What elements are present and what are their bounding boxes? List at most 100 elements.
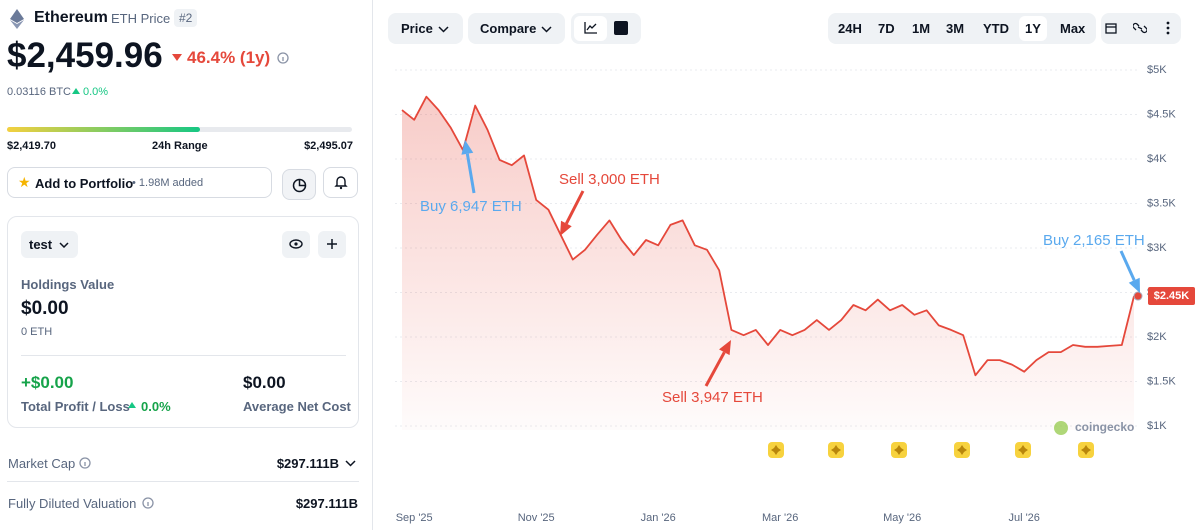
plus-icon — [327, 239, 337, 249]
tool-group — [1101, 13, 1181, 44]
watermark-logo — [1054, 421, 1068, 435]
up-triangle — [128, 402, 136, 408]
y-tick-label: $5K — [1147, 64, 1167, 76]
y-tick-label: $1.5K — [1147, 375, 1176, 387]
bell-icon — [334, 176, 348, 190]
compare-tab[interactable]: Compare — [468, 13, 565, 44]
range-button[interactable]: 24H — [838, 21, 862, 36]
price-tab-label: Price — [401, 21, 433, 36]
calendar-icon[interactable] — [1105, 22, 1117, 34]
annotation: Buy 6,947 ETH — [420, 198, 522, 215]
stat-value: $297.111B — [295, 496, 358, 511]
price-line — [401, 95, 1135, 377]
profit-value: +$0.00 — [21, 373, 74, 392]
range-label: 24h Range — [152, 140, 208, 152]
holdings-value: $0.00 — [21, 298, 69, 319]
compare-tab-label: Compare — [480, 21, 537, 36]
chevron-icon[interactable] — [345, 460, 356, 467]
coin-symbol: ETH Price — [111, 11, 171, 26]
link-icon[interactable] — [1133, 22, 1147, 34]
eye-icon — [289, 239, 303, 249]
portfolio-select[interactable]: test — [21, 231, 78, 258]
eye-button[interactable] — [282, 231, 310, 258]
x-tick-label: Jul '26 — [1008, 512, 1039, 524]
range-low: $2,419.70 — [7, 140, 56, 152]
y-tick-label: $4K — [1147, 153, 1167, 165]
up-triangle — [72, 88, 80, 94]
annotation-arrow — [465, 153, 476, 194]
annotation-arrow — [1119, 250, 1136, 281]
btc-price: 0.03116 BTC — [7, 86, 72, 98]
info-icon[interactable] — [142, 497, 154, 509]
range-button[interactable]: 1Y — [1019, 16, 1047, 41]
tradingview-button[interactable] — [614, 21, 628, 35]
annotation-arrowhead — [560, 220, 572, 236]
x-tick-label: Nov '25 — [518, 512, 555, 524]
portfolio-name: test — [29, 237, 53, 252]
coin-rank: #2 — [174, 9, 198, 27]
add-portfolio-label: Add to Portfolio — [35, 176, 134, 191]
y-tick-label: $4.5K — [1147, 108, 1176, 120]
event-icon-star — [831, 445, 841, 455]
add-portfolio-count: • 1.98M added — [132, 177, 204, 189]
info-icon[interactable] — [79, 457, 91, 469]
portfolio-card — [7, 216, 359, 428]
annotation-arrow — [565, 190, 585, 225]
range-button[interactable]: YTD — [983, 21, 1009, 36]
line-chart-button[interactable] — [574, 16, 607, 41]
x-tick-label: May '26 — [883, 512, 921, 524]
range-button[interactable]: Max — [1060, 21, 1086, 36]
divider — [7, 481, 359, 482]
panel-divider — [372, 0, 373, 530]
alert-button[interactable] — [323, 167, 358, 198]
holdings-label: Holdings Value — [21, 277, 115, 292]
cost-value: $0.00 — [243, 373, 286, 392]
line-icon — [584, 22, 597, 34]
cost-label: Average Net Cost — [243, 399, 351, 414]
x-tick-label: Sep '25 — [396, 512, 433, 524]
event-icon-star — [957, 445, 967, 455]
range-button[interactable]: 3M — [946, 21, 965, 36]
annotation-arrowhead — [1128, 277, 1140, 293]
stat-value: $297.111B — [276, 456, 339, 471]
profit-change: 0.0% — [141, 399, 171, 414]
watermark: coingecko — [1075, 420, 1134, 434]
price-area — [402, 96, 1134, 430]
price-tag-label: $2.45K — [1154, 290, 1190, 302]
info-icon[interactable] — [277, 52, 289, 64]
price-tag — [1148, 287, 1195, 306]
range-high: $2,495.07 — [304, 140, 353, 152]
more-icon[interactable] — [1166, 21, 1170, 35]
annotation-arrow — [704, 351, 726, 387]
annotation: Buy 2,165 ETH — [1043, 232, 1145, 249]
stat-label: Market Cap — [8, 456, 76, 471]
annotation-arrowhead — [461, 140, 474, 155]
annotation: Sell 3,000 ETH — [559, 171, 660, 188]
chevron-icon — [59, 242, 69, 248]
range-group: 24H 7D 1M 3M YTD 1Y Max — [828, 13, 1096, 44]
x-tick-label: Mar '26 — [762, 512, 798, 524]
event-icon-star — [894, 445, 904, 455]
y-tick-label: $3.5K — [1147, 197, 1176, 209]
portfolio-chart-button[interactable] — [282, 169, 316, 200]
star-icon: ★ — [18, 174, 31, 190]
add-portfolio-button[interactable]: ★ Add to Portfolio • 1.98M added — [7, 167, 272, 198]
annotation-arrowhead — [719, 340, 731, 356]
y-tick-label: $1K — [1147, 420, 1167, 432]
chevron-icon — [541, 26, 552, 33]
y-tick-label: $2K — [1147, 331, 1167, 343]
event-icon-star — [1081, 445, 1091, 455]
y-tick-label: $3K — [1147, 242, 1167, 254]
x-tick-label: Jan '26 — [641, 512, 676, 524]
range-button[interactable]: 1M — [912, 21, 931, 36]
annotation: Sell 3,947 ETH — [662, 389, 763, 406]
plus-button[interactable] — [318, 231, 346, 258]
range-button[interactable]: 7D — [878, 21, 895, 36]
coin-price: $2,459.96 — [7, 36, 163, 75]
price-change: 46.4% (1y) — [187, 48, 271, 67]
pie-icon — [292, 178, 307, 193]
price-tab[interactable]: Price — [388, 13, 463, 44]
eth-icon — [10, 9, 24, 29]
